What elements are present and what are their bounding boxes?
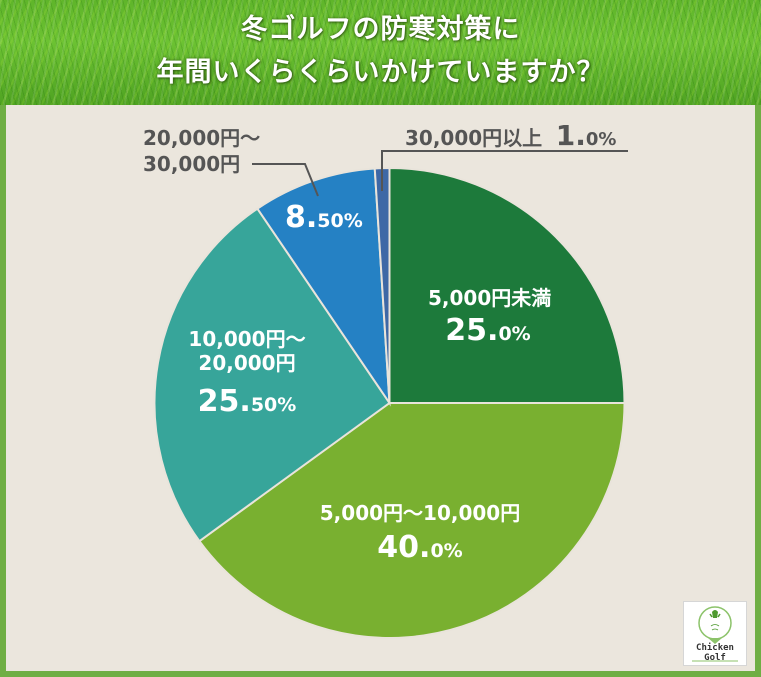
leader-line-30000-plus (381, 150, 628, 191)
slice-label-10000-20000: 10,000円～ 20,000円 25.50% (172, 327, 322, 423)
slice-name: 5,000円～10,000円 (319, 501, 521, 525)
slice-label-30000-plus: 30,000円以上 1.0% (405, 119, 617, 152)
grass-header: 冬ゴルフの防寒対策に 年間いくらくらいかけていますか？ (0, 0, 761, 105)
title-line-1: 冬ゴルフの防寒対策に (240, 14, 521, 45)
golf-pin-icon (692, 606, 738, 662)
slice-percent-20000-30000: 8.50% (285, 200, 363, 235)
slice-percent: 25.50% (197, 384, 297, 419)
slice-percent: 25.0% (445, 313, 531, 348)
slice-name-20000-30000: 20,000円～ 30,000円 (143, 126, 261, 176)
slice-name: 5,000円未満 (428, 286, 552, 310)
leader-line-20000-30000 (252, 163, 319, 197)
slice-under-5000 (388, 166, 626, 404)
slice-name-line-2: 20,000円 (198, 351, 296, 375)
logo-text-golf: Golf (704, 653, 726, 663)
logo-text-chicken: Chicken (696, 643, 734, 653)
chicken-golf-logo: Chicken Golf (683, 601, 747, 666)
slice-name-line-1: 10,000円～ (188, 327, 306, 351)
slice-percent: 40.0% (377, 530, 463, 565)
slice-label-under-5000: 5,000円未満 25.0% (428, 282, 552, 348)
slice-5000-10000 (197, 402, 626, 639)
chart-title: 冬ゴルフの防寒対策に 年間いくらくらいかけていますか？ (0, 8, 761, 94)
title-line-2: 年間いくらくらいかけていますか？ (156, 57, 605, 88)
slice-10000-20000 (153, 207, 391, 543)
slice-label-5000-10000: 5,000円～10,000円 40.0% (300, 497, 540, 565)
slice-20000-30000 (256, 167, 391, 407)
